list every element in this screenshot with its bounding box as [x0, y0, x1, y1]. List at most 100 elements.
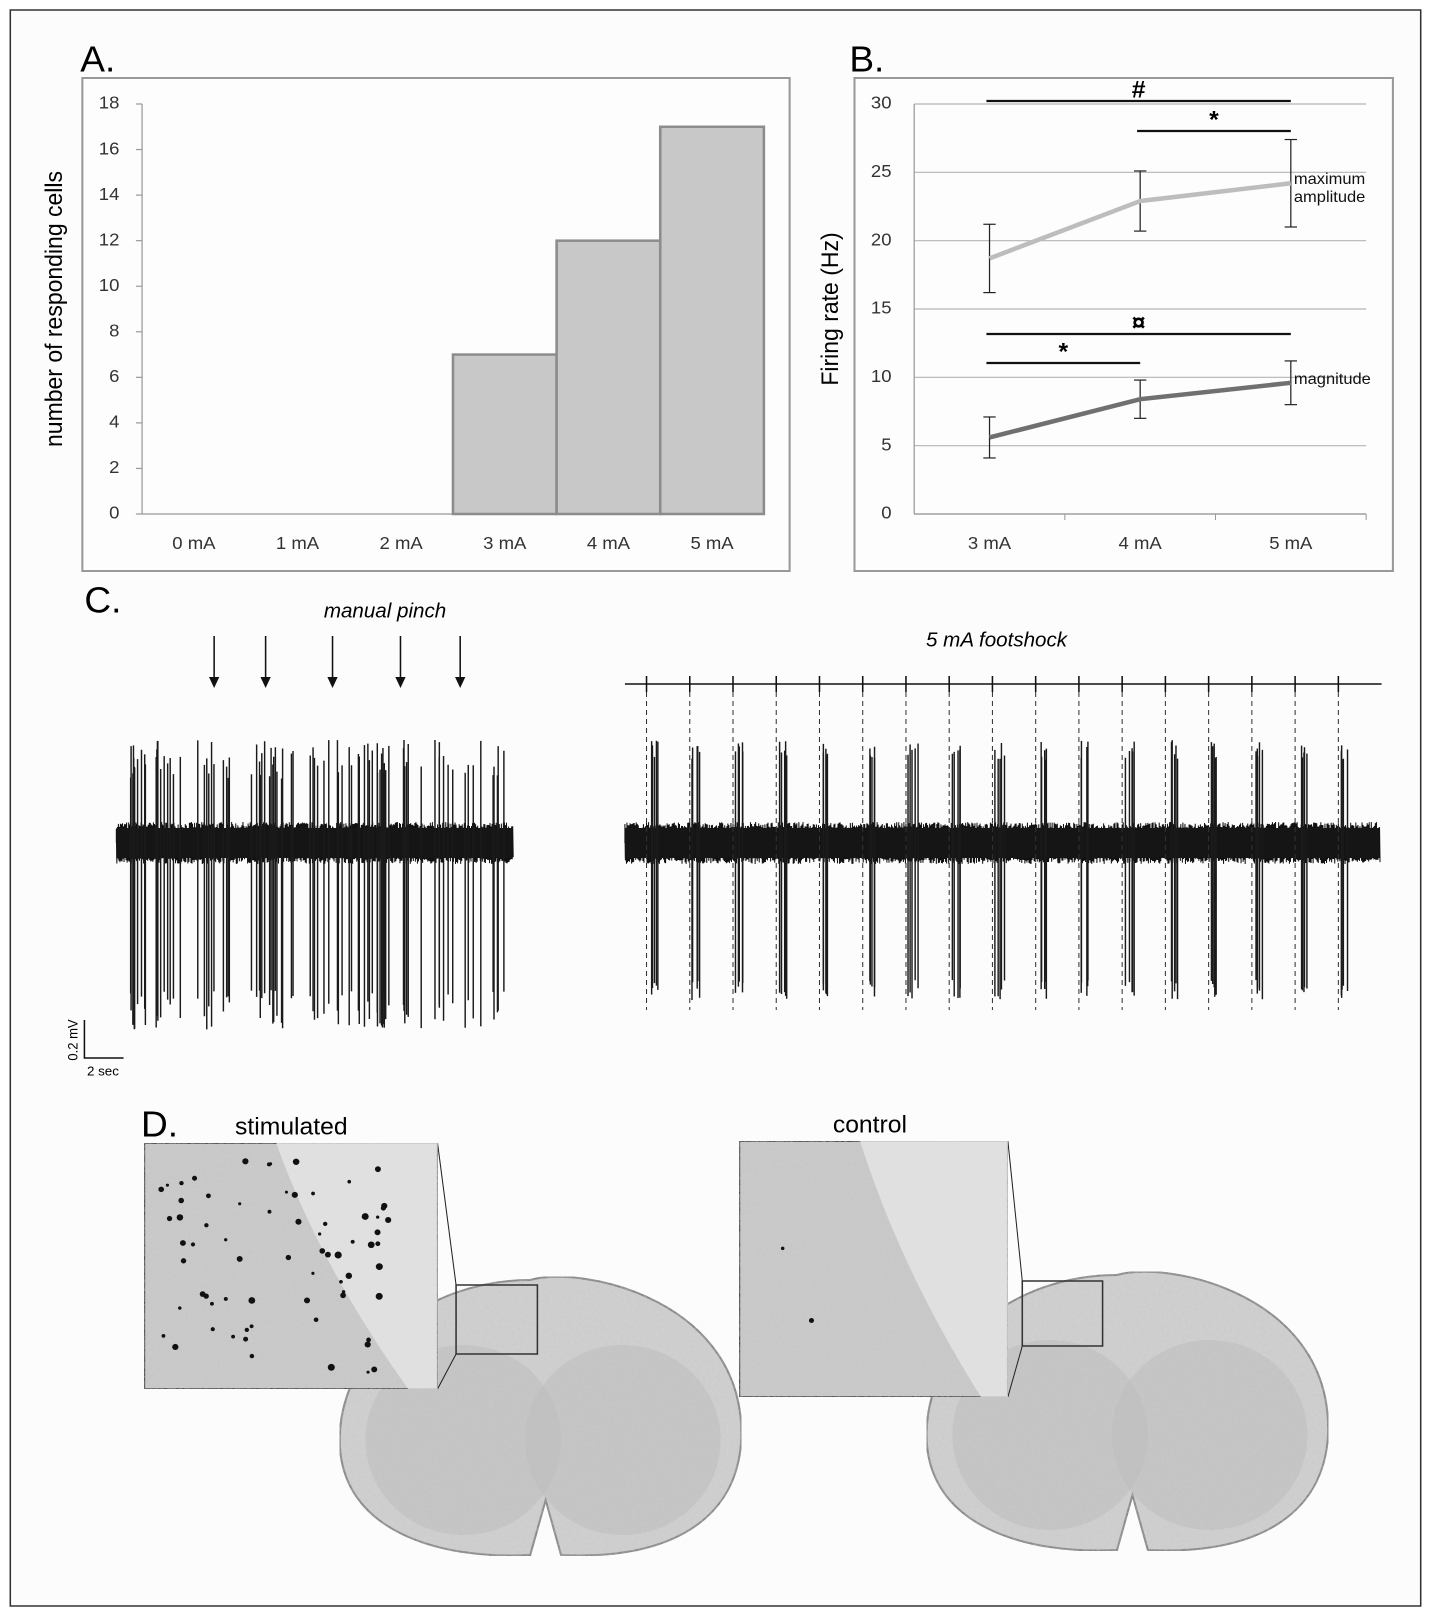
zoom-line — [1007, 1345, 1023, 1398]
panel-frame — [853, 77, 1394, 572]
stained-cell — [172, 1343, 179, 1351]
y-tick-label: 10 — [99, 274, 120, 295]
stained-cell — [224, 1238, 228, 1242]
series-label-text: magnitude — [1293, 370, 1371, 388]
stained-cell — [223, 1296, 228, 1301]
y-tick-label: 5 — [881, 434, 891, 455]
stained-cell — [361, 1213, 369, 1220]
gray-matter — [525, 1345, 721, 1535]
stained-cell — [205, 1193, 211, 1199]
gray-matter — [365, 1345, 562, 1535]
stained-cell — [178, 1197, 185, 1204]
line — [988, 181, 1292, 261]
x-tick-label: 3 mA — [968, 532, 1012, 553]
y-axis-label: Firing rate (Hz) — [817, 232, 843, 385]
stained-cell — [311, 1191, 315, 1196]
arrow-head — [260, 677, 271, 688]
stained-cell — [192, 1175, 198, 1181]
stained-cell — [180, 1258, 187, 1264]
inset-white-matter — [276, 1143, 438, 1389]
stained-cell — [203, 1293, 209, 1299]
y-tick-label: 16 — [99, 138, 120, 159]
panel-d: D. stimulated control — [141, 1104, 1330, 1557]
image-title: stimulated — [235, 1114, 348, 1141]
x-tick-label: 4 mA — [1119, 532, 1163, 553]
y-tick-label: 14 — [99, 183, 120, 204]
stained-cell — [231, 1334, 236, 1339]
stained-cell — [158, 1186, 165, 1193]
trace-title: 5 mA footshock — [926, 630, 1068, 652]
stained-cell — [350, 1239, 355, 1244]
significance-mark: ¤ — [1132, 310, 1146, 337]
stained-cell — [311, 1271, 315, 1275]
stained-cell — [375, 1263, 383, 1271]
stained-cell — [248, 1297, 256, 1304]
stained-cell — [364, 1341, 371, 1348]
y-tick-label: 20 — [871, 229, 892, 250]
stained-cell — [210, 1327, 215, 1332]
y-tick-label: 15 — [871, 297, 892, 318]
stained-cell — [285, 1254, 292, 1261]
x-tick-label: 4 mA — [587, 532, 631, 553]
y-tick-label: 12 — [99, 229, 120, 250]
y-tick-label: 30 — [871, 92, 892, 113]
panel-label: C. — [84, 580, 121, 620]
stained-cell — [808, 1318, 815, 1323]
series-label: maximum amplitude — [1294, 171, 1365, 206]
stained-cell — [347, 1179, 352, 1184]
stained-cell — [179, 1240, 186, 1246]
y-tick-label: 10 — [871, 365, 892, 386]
panel-label: B. — [849, 39, 884, 79]
stained-cell — [179, 1180, 184, 1186]
stained-cell — [292, 1158, 300, 1165]
zoom-line — [437, 1353, 457, 1390]
stained-cell — [327, 1363, 335, 1371]
series-label: magnitude — [1293, 370, 1371, 388]
y-tick-label: 6 — [109, 365, 119, 386]
trace-core — [624, 828, 1380, 858]
stained-cell — [242, 1158, 249, 1165]
stained-cell — [236, 1256, 243, 1262]
x-tick-label: 2 mA — [380, 532, 424, 553]
inset-white-matter — [860, 1141, 1008, 1397]
stained-cell — [371, 1366, 378, 1373]
stained-cell — [374, 1229, 381, 1236]
x-tick-label: 0 mA — [172, 532, 216, 553]
stained-cell — [340, 1292, 346, 1299]
stained-cell — [367, 1241, 375, 1249]
y-tick-label: 18 — [99, 92, 120, 113]
stained-cell — [295, 1218, 302, 1225]
stained-cell — [291, 1191, 298, 1198]
zoom-line — [437, 1142, 457, 1286]
stained-cell — [345, 1272, 353, 1279]
zoom-line — [1007, 1140, 1023, 1282]
arrow-head — [208, 677, 220, 688]
y-tick-label: 8 — [109, 320, 119, 341]
arrow-head — [455, 677, 466, 688]
zoom-box — [1021, 1280, 1104, 1347]
stained-cell — [339, 1280, 343, 1284]
stained-cell — [204, 1223, 209, 1228]
y-tick-label: 0 — [109, 502, 119, 523]
significance-mark: * — [1209, 107, 1219, 134]
zoom-box — [455, 1284, 539, 1355]
y-tick-label: 2 — [109, 456, 119, 477]
bar — [451, 353, 558, 516]
stained-cell — [238, 1202, 242, 1206]
stained-cell — [322, 1221, 328, 1227]
bar — [555, 239, 662, 516]
significance-mark: # — [1132, 77, 1146, 104]
significance-mark: * — [1058, 339, 1068, 366]
stained-cell — [319, 1248, 326, 1254]
gray-matter — [1111, 1340, 1308, 1530]
stained-cell — [161, 1334, 166, 1338]
x-tick-label: 5 mA — [690, 532, 734, 553]
stained-cell — [376, 1215, 380, 1219]
scale-label: 0.2 mV — [65, 1019, 80, 1060]
y-axis-label: number of responding cells — [41, 171, 67, 447]
panel-label: A. — [80, 39, 115, 79]
stained-cell — [341, 1290, 346, 1294]
stained-cell — [313, 1317, 319, 1323]
stained-cell — [166, 1215, 173, 1222]
